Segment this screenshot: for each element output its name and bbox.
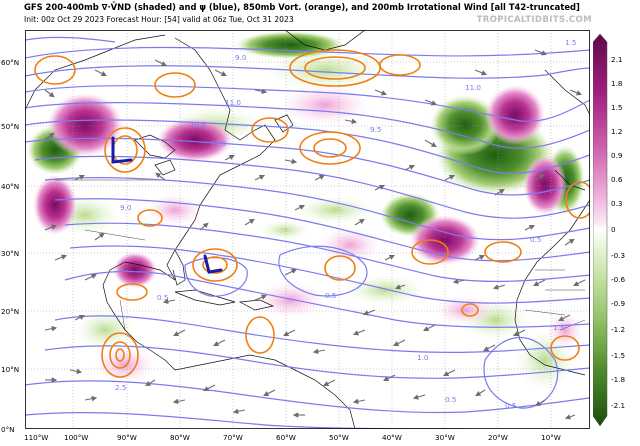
colorbar-tick: 0 — [611, 225, 616, 234]
lat-tick-label: 60°N — [1, 58, 19, 67]
psi-label: 9.0 — [235, 53, 247, 62]
div-neg — [295, 196, 375, 224]
streamfunction-labels: 11.0 10.5 10.0 9.5 9.0 9.0 0.5 0.5 0.5 0… — [115, 38, 576, 410]
lon-tick-label: 10°W — [541, 433, 561, 442]
lon-tick-label: 80°W — [170, 433, 190, 442]
psi-label: 0.5 — [157, 293, 168, 302]
cyclone-marker — [203, 254, 223, 274]
storm-markers — [111, 136, 223, 274]
lon-tick-label: 40°W — [382, 433, 402, 442]
forecast-map: 11.0 10.5 10.0 9.5 9.0 9.0 0.5 0.5 0.5 0… — [25, 30, 590, 429]
great-lakes — [134, 134, 176, 176]
lon-tick-label: 50°W — [329, 433, 349, 442]
div-pos — [157, 118, 233, 162]
newfoundland — [274, 114, 294, 133]
div-neg — [260, 220, 310, 240]
wind-arrows — [44, 49, 586, 420]
lat-tick-label: 40°N — [1, 182, 19, 191]
div-pos — [485, 85, 545, 145]
vorticity-contours — [34, 49, 590, 378]
div-neg — [75, 310, 135, 350]
europe-coast — [544, 69, 590, 191]
div-pos — [47, 93, 123, 157]
hispaniola — [238, 299, 275, 311]
div-pos — [435, 295, 495, 325]
lat-tick-label: 30°N — [1, 249, 19, 258]
colorbar-tick: -1.2 — [611, 325, 625, 334]
psi-label: 1.5 — [565, 38, 576, 47]
africa-borders — [524, 269, 586, 331]
map-subtitle: Init: 00z Oct 29 2023 Forecast Hour: [54… — [24, 15, 294, 24]
psi-label: 0.5 — [505, 401, 516, 410]
colorbar-tick: 2.1 — [611, 55, 622, 64]
psi-label: 11.0 — [465, 83, 481, 92]
psi-label: 9.5 — [370, 125, 381, 134]
lon-tick-label: 60°W — [276, 433, 296, 442]
div-neg — [430, 95, 500, 155]
south-america-coast — [174, 354, 356, 429]
psi-label: 0.5 — [445, 395, 456, 404]
longitude-axis: 110°W 100°W 90°W 80°W 70°W 60°W 50°W 40°… — [24, 433, 561, 442]
div-pos — [113, 252, 157, 288]
div-neg — [345, 275, 425, 305]
cuba — [174, 289, 236, 306]
psi-label: 11.0 — [225, 98, 241, 107]
colorbar-tick: 1.5 — [611, 103, 622, 112]
coastlines — [25, 30, 590, 429]
colorbar: 2.1 1.8 1.5 1.2 0.9 0.6 0.3 0 -0.3 -0.6 … — [593, 33, 625, 427]
psi-label: 1.5 — [553, 323, 564, 332]
colorbar-tick: 1.8 — [611, 79, 623, 88]
psi-label: 1.0 — [417, 353, 429, 362]
lon-tick-label: 30°W — [435, 433, 455, 442]
lon-tick-label: 100°W — [64, 433, 88, 442]
div-pos — [280, 85, 370, 125]
colorbar-tick: 0.9 — [611, 151, 623, 160]
div-neg — [235, 31, 345, 59]
lat-tick-label: 50°N — [1, 122, 19, 131]
lon-tick-label: 70°W — [223, 433, 243, 442]
colorbar-tick: -0.9 — [611, 299, 625, 308]
psi-label: 10.0 — [210, 139, 226, 148]
colorbar-tick: -1.5 — [611, 351, 625, 360]
lon-tick-label: 20°W — [488, 433, 508, 442]
latitude-axis: 0°N 10°N 20°N 30°N 40°N 50°N 60°N — [1, 58, 19, 434]
africa-coast — [514, 199, 590, 376]
colorbar-tick: 0.6 — [611, 175, 623, 184]
colorbar-scale — [593, 33, 608, 427]
psi-label: 10.5 — [190, 120, 206, 129]
map-frame — [25, 30, 590, 429]
america-borders — [55, 179, 165, 331]
psi-label: 0.5 — [325, 291, 336, 300]
florida — [172, 249, 186, 286]
div-pos — [523, 155, 567, 215]
divergence-shading — [27, 31, 585, 390]
colorbar-tick: -0.6 — [611, 275, 625, 284]
colorbar-tick: 0.3 — [611, 199, 622, 208]
psi-label: 0.5 — [530, 235, 541, 244]
psi-label: 2.5 — [115, 383, 126, 392]
colorbar-tick: -1.8 — [611, 375, 625, 384]
trough-marker — [111, 136, 133, 164]
credit-watermark: TROPICALTIDBITS.COM — [476, 15, 592, 25]
lon-tick-label: 90°W — [117, 433, 137, 442]
div-pos — [33, 175, 77, 235]
lon-tick-label: 110°W — [24, 433, 48, 442]
colorbar-tick: -2.1 — [611, 401, 625, 410]
div-pos — [255, 282, 325, 318]
psi-label: 9.0 — [120, 203, 132, 212]
colorbar-tick: -0.3 — [611, 251, 625, 260]
map-title: GFS 200-400mb ∇·V̄ND (shaded) and ψ (blu… — [24, 2, 580, 12]
colorbar-tick: 1.2 — [611, 127, 622, 136]
lat-tick-label: 10°N — [1, 365, 19, 374]
div-pos — [320, 227, 380, 263]
lat-tick-label: 20°N — [1, 307, 19, 316]
lat-tick-label: 0°N — [1, 425, 15, 434]
colorbar-ticks: 2.1 1.8 1.5 1.2 0.9 0.6 0.3 0 -0.3 -0.6 … — [611, 55, 625, 410]
